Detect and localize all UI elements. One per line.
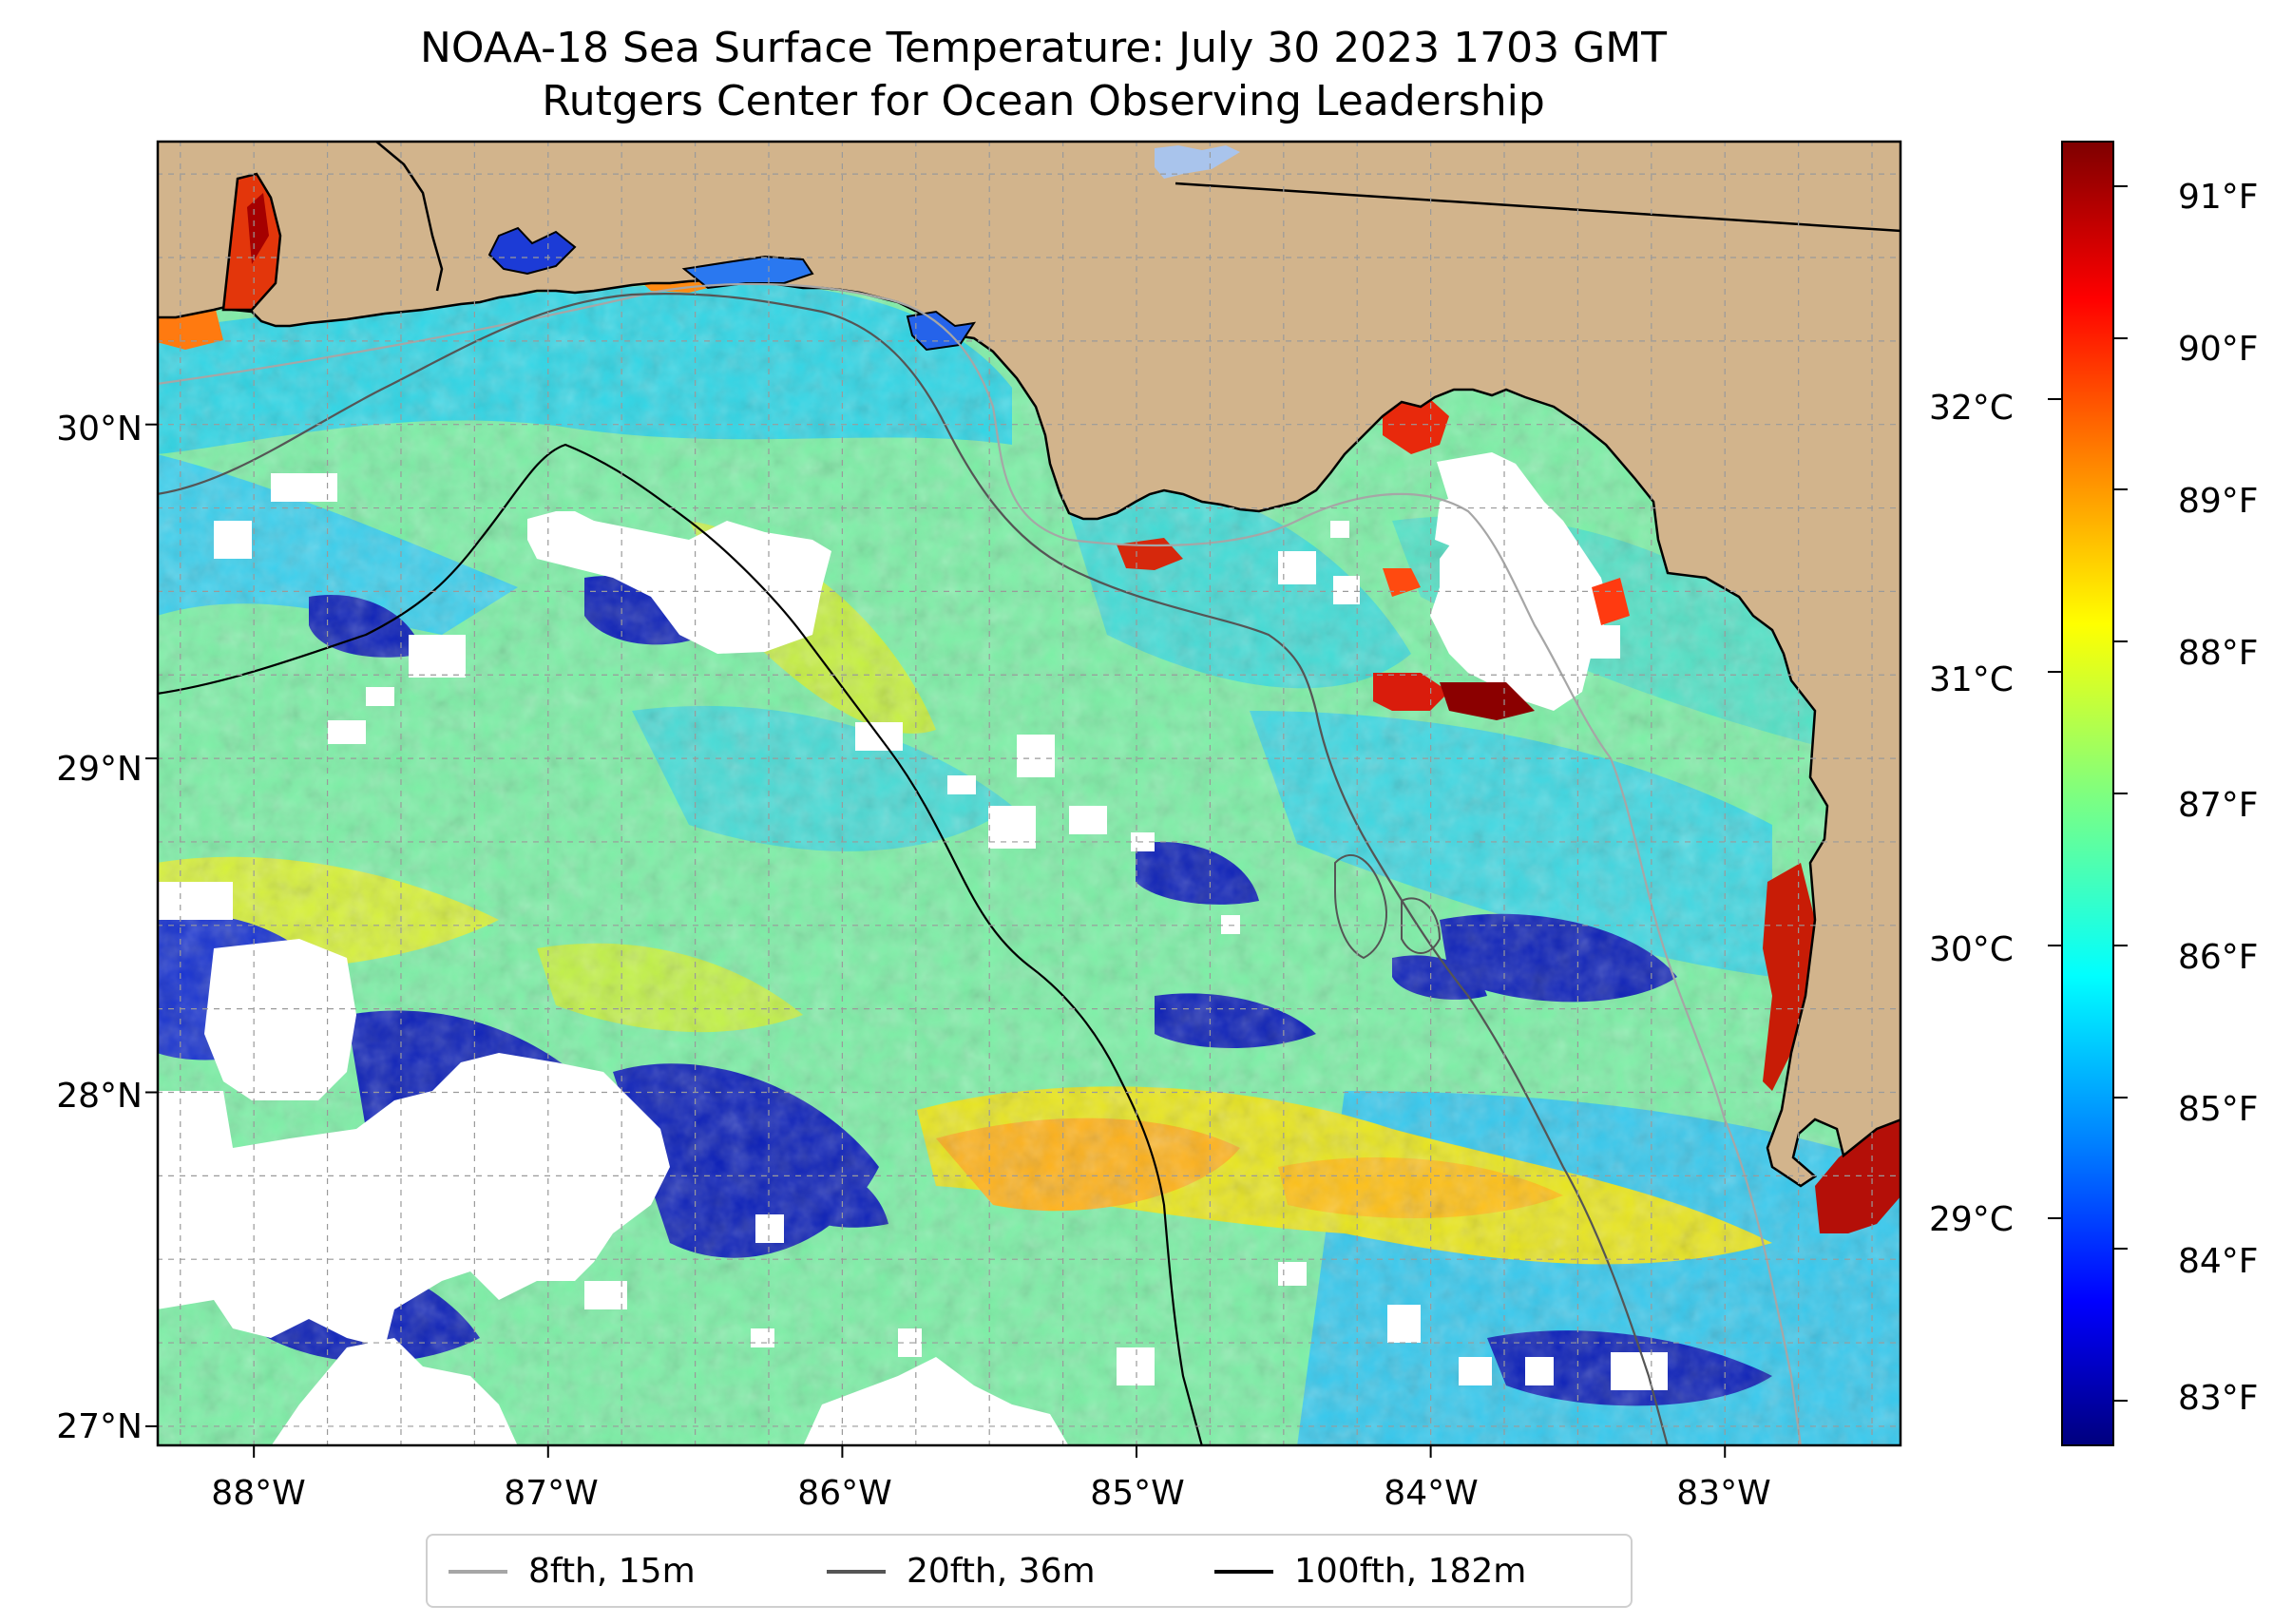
contour-legend: 8fth, 15m 20fth, 36m 100fth, 182m xyxy=(426,1534,1633,1608)
colorbar-label-f: 88°F xyxy=(2178,634,2259,673)
map-border xyxy=(156,140,1902,1447)
legend-item-8fth: 8fth, 15m xyxy=(449,1553,696,1591)
colorbar-tick-f xyxy=(2114,488,2128,491)
colorbar-tick-f xyxy=(2114,1400,2128,1403)
lat-label-27n: 27°N xyxy=(56,1407,143,1446)
colorbar xyxy=(2061,141,2114,1446)
pensacola-bay xyxy=(487,226,577,276)
colorbar-tick-f xyxy=(2114,336,2128,339)
lon-label-85w: 85°W xyxy=(1090,1474,1185,1513)
map-gridlines xyxy=(157,141,1901,1446)
legend-item-20fth: 20fth, 36m xyxy=(827,1553,1096,1591)
colorbar-label-f: 85°F xyxy=(2178,1090,2259,1129)
colorbar-tick-c xyxy=(2048,397,2061,400)
colorbar-tick-f xyxy=(2114,944,2128,946)
colorbar-tick-c xyxy=(2048,944,2061,946)
contour-8fth-15m xyxy=(157,282,1803,1446)
colorbar-label-c: 30°C xyxy=(1929,930,2014,969)
colorbar-label-c: 32°C xyxy=(1929,389,2014,428)
colorbar-label-c: 29°C xyxy=(1929,1200,2014,1239)
lon-label-86w: 86°W xyxy=(797,1474,892,1513)
colorbar-label-f: 86°F xyxy=(2178,938,2259,977)
lon-label-87w: 87°W xyxy=(504,1474,599,1513)
contour-100fth-182m xyxy=(157,443,1204,1446)
axis-ticks xyxy=(145,423,1727,1458)
colorbar-label-c: 31°C xyxy=(1929,660,2014,699)
legend-swatch xyxy=(1214,1570,1273,1574)
sst-map xyxy=(145,140,1902,1458)
legend-swatch xyxy=(827,1570,886,1574)
colorbar-label-f: 90°F xyxy=(2178,330,2259,369)
legend-swatch xyxy=(449,1570,507,1574)
colorbar-tick-f xyxy=(2114,640,2128,643)
lat-label-29n: 29°N xyxy=(56,750,143,789)
legend-item-100fth: 100fth, 182m xyxy=(1214,1553,1526,1591)
lon-label-84w: 84°W xyxy=(1384,1474,1479,1513)
choctawhatchee-bay xyxy=(681,255,814,290)
colorbar-tick-f xyxy=(2114,184,2128,187)
legend-label: 8fth, 15m xyxy=(528,1552,696,1591)
contour-20fth-islands xyxy=(1334,853,1442,960)
lat-label-28n: 28°N xyxy=(56,1077,143,1116)
lon-label-88w: 88°W xyxy=(211,1474,306,1513)
colorbar-tick-c xyxy=(2048,671,2061,674)
colorbar-label-f: 89°F xyxy=(2178,482,2259,521)
lake-seminole xyxy=(1155,145,1240,179)
contour-20fth-36m xyxy=(157,293,1670,1446)
colorbar-label-f: 91°F xyxy=(2178,178,2259,217)
mobile-bay-inner xyxy=(247,193,269,264)
lon-label-83w: 83°W xyxy=(1676,1474,1771,1513)
lat-label-30n: 30°N xyxy=(56,410,143,449)
colorbar-label-f: 83°F xyxy=(2178,1379,2259,1418)
sst-map-canvas xyxy=(145,140,1902,1458)
chart-subtitle: Rutgers Center for Ocean Observing Leade… xyxy=(542,77,1545,125)
chart-title: NOAA-18 Sea Surface Temperature: July 30… xyxy=(419,24,1668,72)
legend-label: 100fth, 182m xyxy=(1294,1552,1527,1591)
state-boundary xyxy=(374,141,444,292)
colorbar-tick-f xyxy=(2114,1248,2128,1251)
land-mass xyxy=(157,141,1901,1188)
colorbar-label-f: 87°F xyxy=(2178,786,2259,825)
colorbar-tick-f xyxy=(2114,1096,2128,1099)
colorbar-label-f: 84°F xyxy=(2178,1242,2259,1281)
state-boundary xyxy=(1175,182,1901,233)
colorbar-tick-c xyxy=(2048,1217,2061,1220)
legend-label: 20fth, 36m xyxy=(907,1552,1096,1591)
missing-data-areas xyxy=(157,452,1668,1446)
colorbar-tick-f xyxy=(2114,793,2128,794)
st-andrew-bay xyxy=(906,310,977,352)
